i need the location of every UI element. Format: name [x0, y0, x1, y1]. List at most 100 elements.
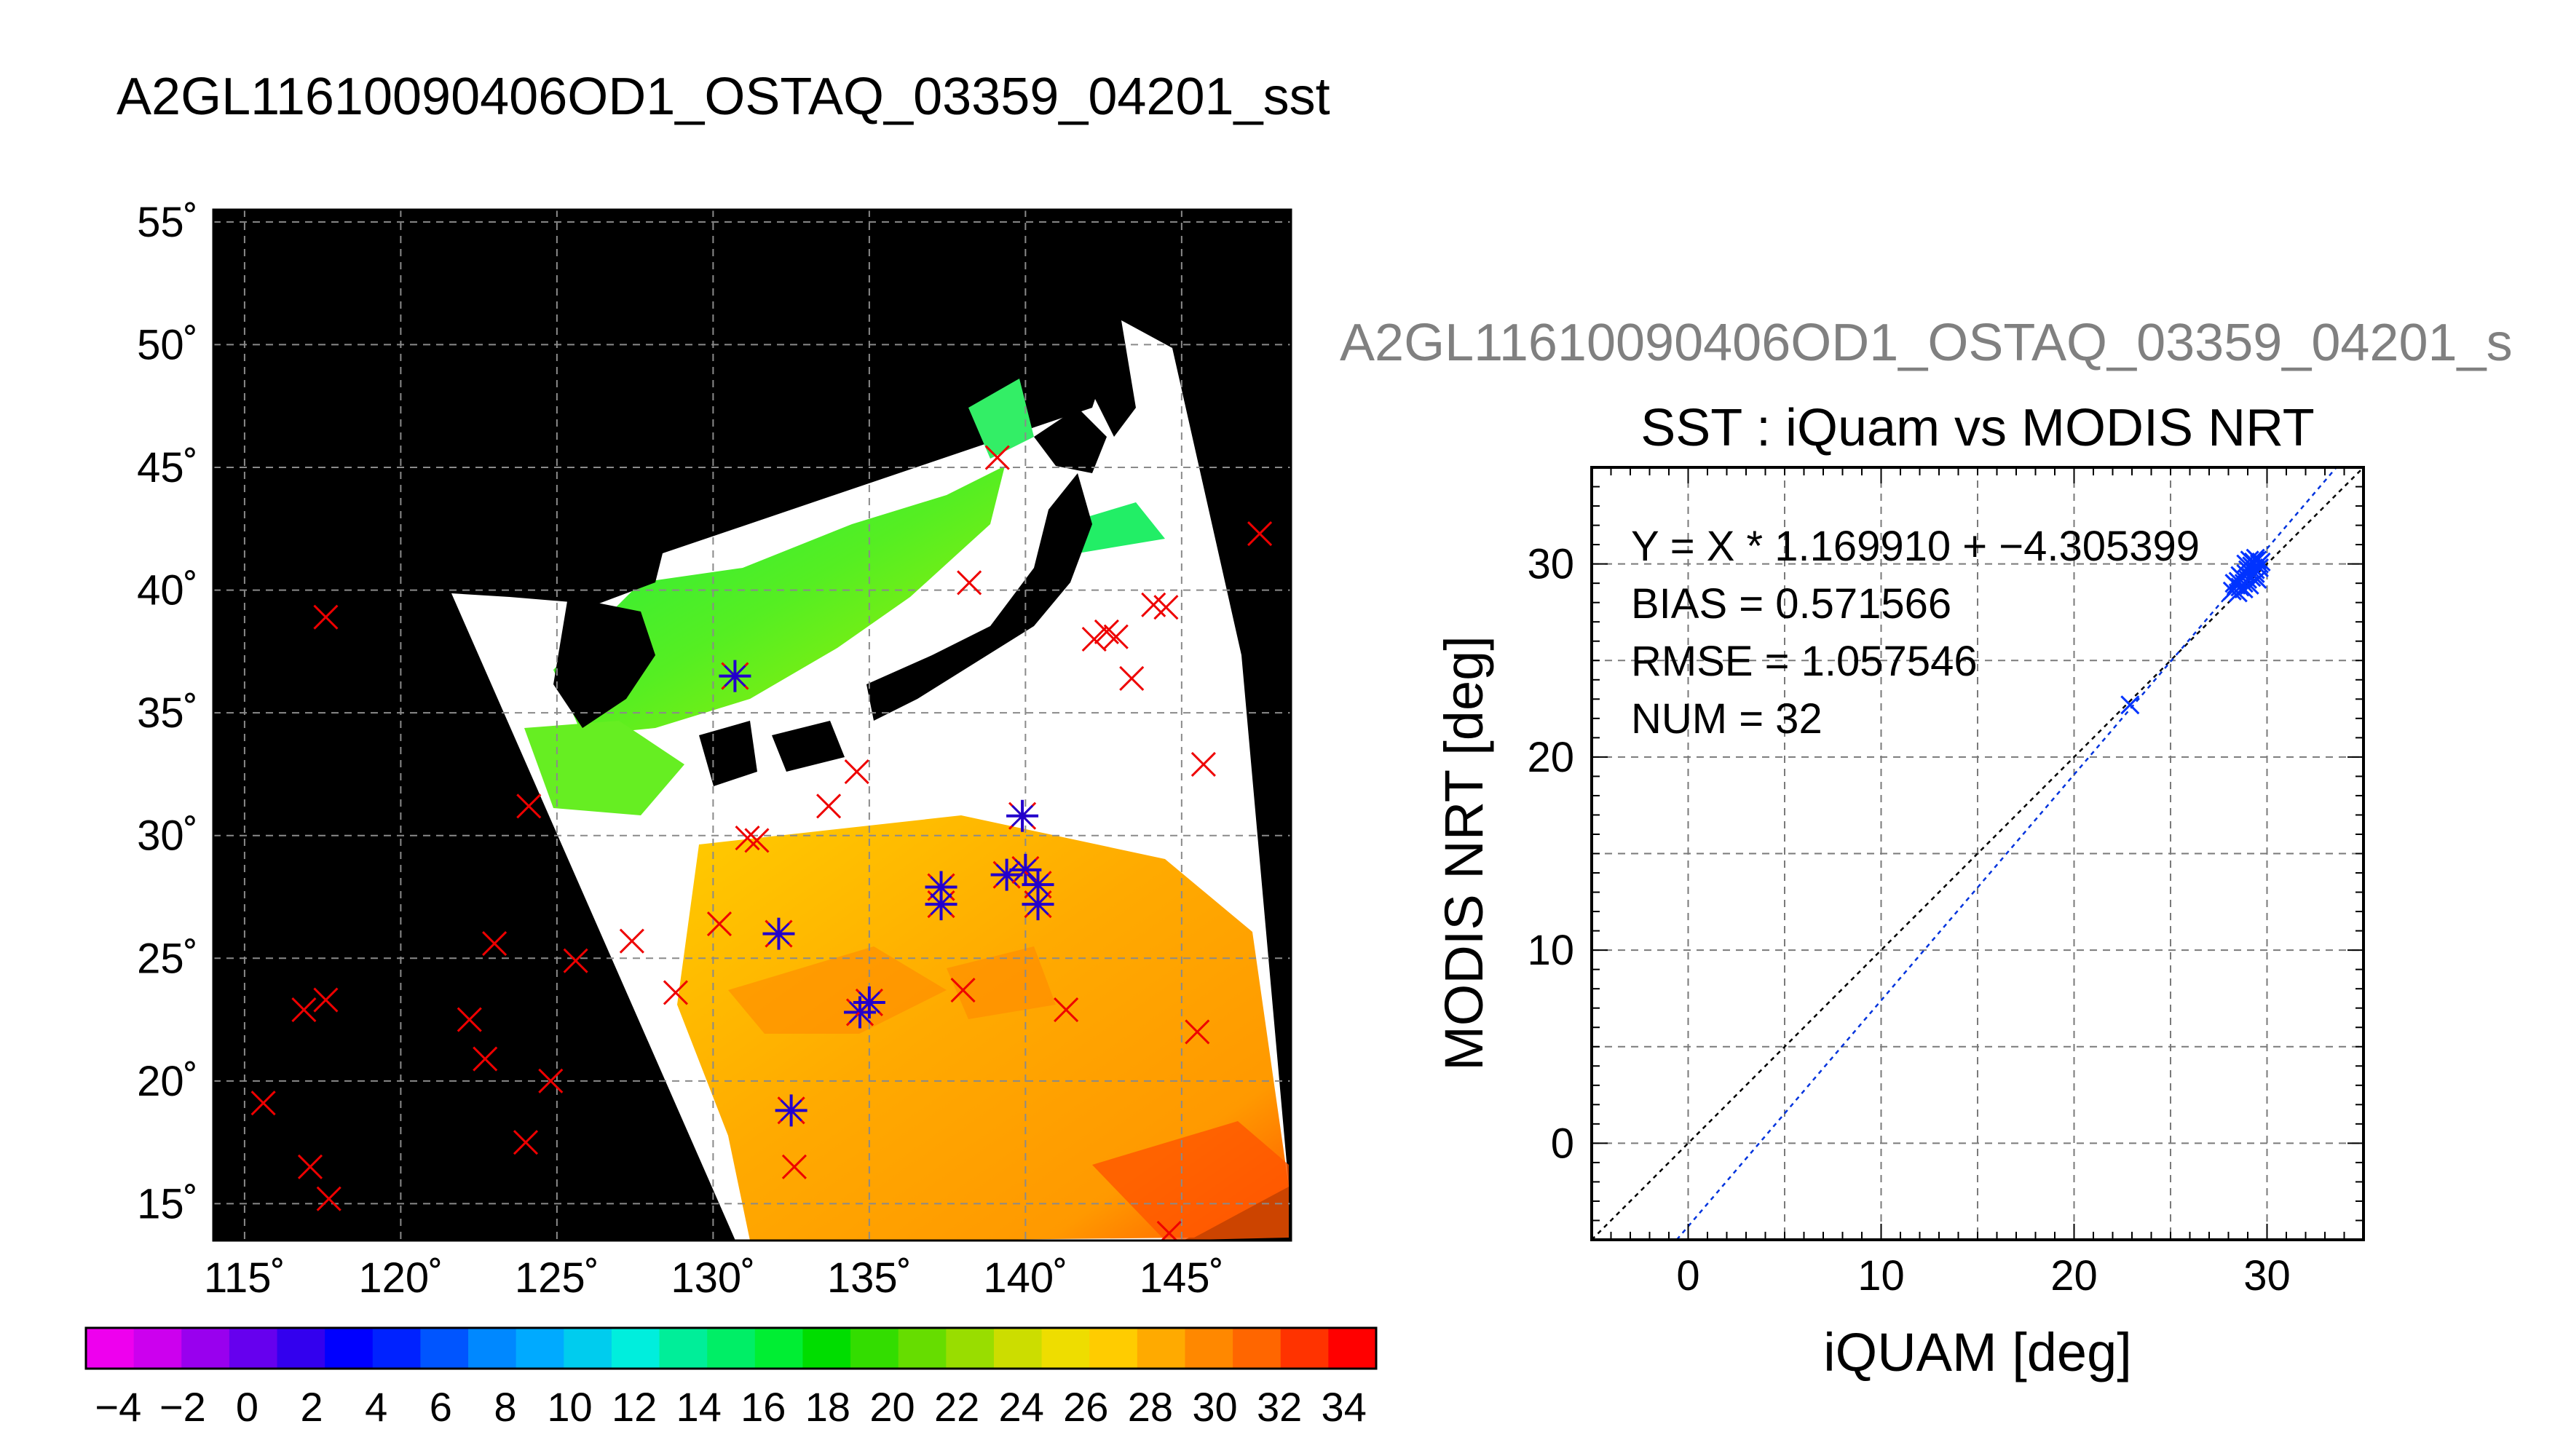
scatter-point-stroke [2243, 566, 2264, 585]
scatter-y-tick-label: 10 [1527, 927, 1574, 974]
marker-stroke [1141, 592, 1166, 617]
warm-core [728, 946, 947, 1034]
map-x-tick-label: 135˚ [827, 1254, 912, 1302]
map-y-tick-label: 45˚ [137, 444, 198, 491]
matched-marker-stroke [995, 863, 1018, 886]
scatter-y-axis-label: MODIS NRT [deg] [1434, 636, 1494, 1071]
map-frame [212, 208, 1292, 1242]
station-marker-x [1247, 521, 1273, 547]
map-y-tick-label: 25˚ [137, 935, 198, 982]
scatter-annotations: Y = X * 1.169910 + −4.305399 BIAS = 0.571… [1631, 523, 2200, 743]
matched-marker-stroke [767, 922, 790, 945]
scatter-y-tick-label: 20 [1527, 734, 1574, 781]
japan-sea-sst [553, 466, 1005, 735]
colorbar-swatch [229, 1328, 278, 1369]
scatter-point [2236, 563, 2256, 583]
colorbar-tick-label: 6 [430, 1384, 452, 1430]
station-marker-x [1153, 595, 1179, 620]
colorbar-swatch [802, 1328, 851, 1369]
scatter-point-stroke [2120, 695, 2140, 715]
sst-map-panel: 115˚ 120˚ 125˚ 130˚ 135˚ 140˚ 145˚ 15˚ 20˚ 25˚ 30… [137, 199, 1292, 1302]
scatter-x-tick-label: 0 [1676, 1252, 1699, 1299]
scatter-stat-annotation: Y = X * 1.169910 + −4.305399 [1631, 523, 2200, 570]
station-marker-x [1156, 1220, 1182, 1241]
station-marker-x [619, 928, 644, 954]
map-y-tick-label: 20˚ [137, 1058, 198, 1105]
colorbar-swatch [86, 1328, 135, 1369]
map-y-tick-labels: 15˚ 20˚ 25˚ 30˚ 35˚ 40˚ 45˚ 50˚ 55˚ [137, 199, 198, 1228]
marker-stroke [313, 604, 339, 630]
station-marker-x [735, 826, 760, 851]
colorbar-swatch [707, 1328, 756, 1369]
marker-stroke [516, 794, 542, 819]
matched-marker-stroke [1027, 893, 1049, 916]
map-x-tick-label: 130˚ [671, 1254, 755, 1302]
marker-stroke [844, 759, 869, 785]
station-marker-x [1081, 626, 1107, 652]
map-station-markers [250, 445, 1273, 1241]
matched-station-marker [1022, 869, 1054, 901]
colorbar-tick-label: 30 [1192, 1384, 1237, 1430]
scatter-point-stroke [2230, 566, 2250, 585]
scatter-point-stroke [2251, 552, 2271, 572]
scatter-ticks: 0 10 20 30 0 10 20 30 [1527, 467, 2364, 1299]
marker-stroke [1119, 665, 1145, 692]
colorbar-swatch [325, 1328, 374, 1369]
station-marker-x [457, 1007, 482, 1032]
matched-station-marker [990, 858, 1023, 891]
map-x-tick-label: 115˚ [204, 1254, 285, 1302]
scatter-point [2249, 558, 2269, 577]
station-marker-x [744, 828, 770, 853]
station-marker-x [706, 911, 732, 937]
colorbar-swatch [564, 1328, 612, 1369]
station-marker-x [313, 604, 339, 630]
station-marker-x [1103, 624, 1129, 649]
scatter-x-axis-label: iQUAM [deg] [1823, 1322, 2132, 1382]
station-marker-x [482, 930, 508, 957]
map-y-tick-label: 30˚ [137, 812, 198, 860]
scatter-panel: SST : iQuam vs MODIS NRT 0 10 20 300102030 … [1434, 399, 2365, 1382]
map-y-tick-label: 35˚ [137, 689, 198, 737]
map-y-tick-label: 40˚ [137, 567, 198, 614]
scatter-stat-annotation: RMSE = 1.057546 [1631, 638, 1978, 685]
matched-marker-stroke [780, 1099, 802, 1122]
map-y-tick-label: 55˚ [137, 199, 198, 246]
marker-stroke [316, 1186, 341, 1211]
honshu-landmass [866, 473, 1092, 721]
colorbar-tick-label: −4 [95, 1384, 141, 1430]
scatter-point-stroke [2228, 583, 2248, 603]
marker-stroke [1153, 595, 1179, 620]
colorbar-swatch [754, 1328, 804, 1369]
scatter-point-stroke [2234, 579, 2254, 599]
station-marker-x [1119, 665, 1145, 692]
marker-stroke [538, 1068, 564, 1093]
page-title: A2GL11610090406OD1_OSTAQ_03359_04201_sst [117, 68, 1330, 126]
station-marker-x [516, 794, 542, 819]
shikoku-landmass [772, 721, 845, 772]
korean-peninsula [553, 597, 655, 728]
colorbar-swatch [420, 1328, 469, 1369]
colorbar-swatch [468, 1328, 517, 1369]
scatter-point [2251, 552, 2271, 572]
scatter-point [2234, 579, 2254, 599]
station-marker-x [563, 948, 588, 973]
station-marker-x [513, 1130, 539, 1155]
colorbar: −4 −2 0 2 4 6 8 10 12 14 16 18 20 22 24 26 28 30 32 34 [84, 1326, 1378, 1430]
scatter-x-tick-label: 20 [2050, 1252, 2098, 1299]
station-marker-x [816, 794, 842, 819]
colorbar-tick-label: 32 [1257, 1384, 1302, 1430]
colorbar-tick-label: 22 [934, 1384, 979, 1430]
marker-stroke [950, 978, 976, 1003]
colorbar-tick-label: 20 [869, 1384, 915, 1430]
colorbar-swatch [372, 1328, 422, 1369]
colorbar-swatch [1280, 1328, 1329, 1369]
colorbar-tick-label: 2 [301, 1384, 323, 1430]
colorbar-swatch [1185, 1328, 1233, 1369]
scatter-stat-annotation: NUM = 32 [1631, 695, 1823, 743]
marker-stroke [473, 1046, 498, 1072]
marker-stroke [563, 948, 588, 973]
marker-stroke [957, 570, 982, 596]
hot-region [1092, 1121, 1289, 1241]
